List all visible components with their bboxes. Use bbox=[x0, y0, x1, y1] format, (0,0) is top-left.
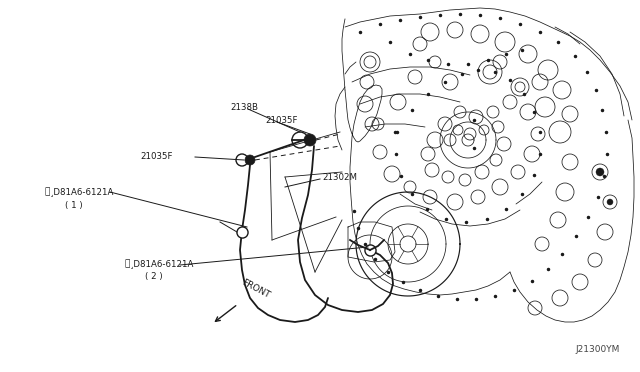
Circle shape bbox=[607, 199, 613, 205]
Text: ¸D81A6-6121A: ¸D81A6-6121A bbox=[130, 260, 195, 269]
Text: Ⓑ: Ⓑ bbox=[125, 260, 130, 269]
Text: ¸D81A6-6121A: ¸D81A6-6121A bbox=[50, 187, 115, 196]
Text: 2138B: 2138B bbox=[230, 103, 258, 112]
Circle shape bbox=[304, 134, 316, 146]
Text: 21035F: 21035F bbox=[140, 151, 173, 160]
Text: J21300YM: J21300YM bbox=[575, 345, 620, 354]
Circle shape bbox=[236, 154, 248, 166]
Circle shape bbox=[596, 168, 604, 176]
Text: FRONT: FRONT bbox=[240, 278, 271, 300]
Text: ( 1 ): ( 1 ) bbox=[65, 201, 83, 209]
Text: 21035F: 21035F bbox=[265, 115, 298, 125]
Text: ( 2 ): ( 2 ) bbox=[145, 273, 163, 282]
Circle shape bbox=[292, 132, 308, 148]
Circle shape bbox=[245, 155, 255, 165]
Text: Ⓑ: Ⓑ bbox=[45, 187, 50, 196]
Text: 21302M: 21302M bbox=[322, 173, 357, 182]
